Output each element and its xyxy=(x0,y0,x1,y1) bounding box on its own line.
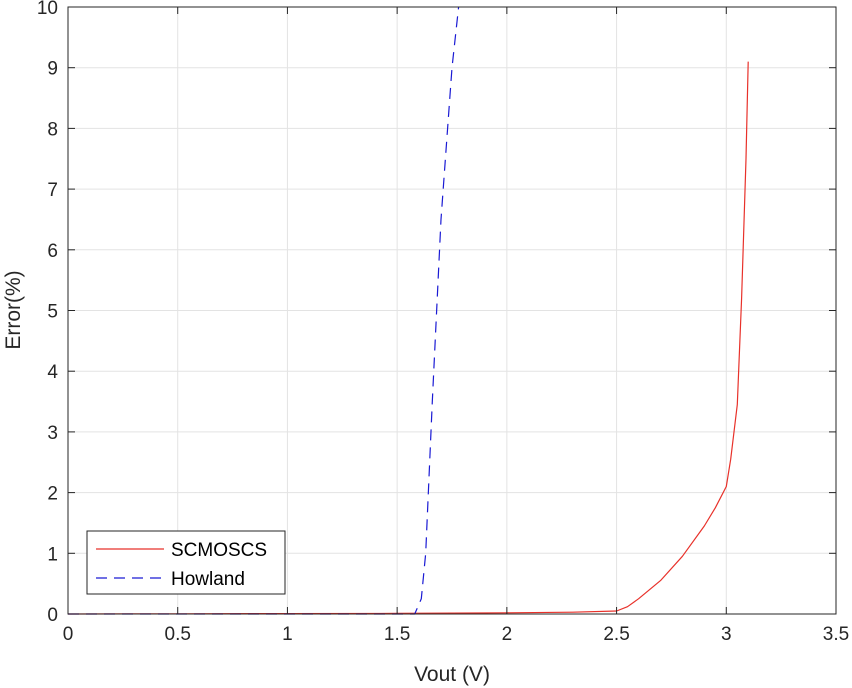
y-tick-labels: 0 1 2 3 4 5 6 7 8 9 10 xyxy=(37,0,59,626)
x-tick-label: 0 xyxy=(63,624,74,645)
x-tick-label: 3 xyxy=(721,624,732,645)
x-tick-label: 0.5 xyxy=(165,624,191,645)
y-tick-label: 1 xyxy=(47,544,58,565)
y-axis-label: Error(%) xyxy=(2,270,25,349)
legend-box xyxy=(86,530,286,595)
x-tick-label: 1.5 xyxy=(384,624,410,645)
y-tick-label: 0 xyxy=(47,605,58,626)
y-tick-label: 6 xyxy=(47,241,58,262)
y-tick-label: 4 xyxy=(47,362,58,383)
legend-label-howland: Howland xyxy=(171,569,245,590)
y-tick-label: 5 xyxy=(47,302,58,323)
x-tick-labels: 0 0.5 1 1.5 2 2.5 3 3.5 xyxy=(63,624,850,645)
x-tick-label: 3.5 xyxy=(823,624,849,645)
axis-ticks xyxy=(67,6,837,615)
y-tick-label: 7 xyxy=(47,180,58,201)
y-tick-label: 10 xyxy=(37,0,58,19)
legend-label-scmoscs: SCMOSCS xyxy=(171,540,267,561)
x-axis-label: Vout (V) xyxy=(414,663,490,686)
x-tick-label: 2 xyxy=(502,624,513,645)
y-tick-label: 8 xyxy=(47,119,58,140)
y-tick-label: 9 xyxy=(47,59,58,80)
x-tick-label: 2.5 xyxy=(603,624,629,645)
y-tick-label: 2 xyxy=(47,484,58,505)
y-tick-label: 3 xyxy=(47,423,58,444)
x-tick-label: 1 xyxy=(282,624,293,645)
legend: SCMOSCS Howland xyxy=(86,530,286,595)
